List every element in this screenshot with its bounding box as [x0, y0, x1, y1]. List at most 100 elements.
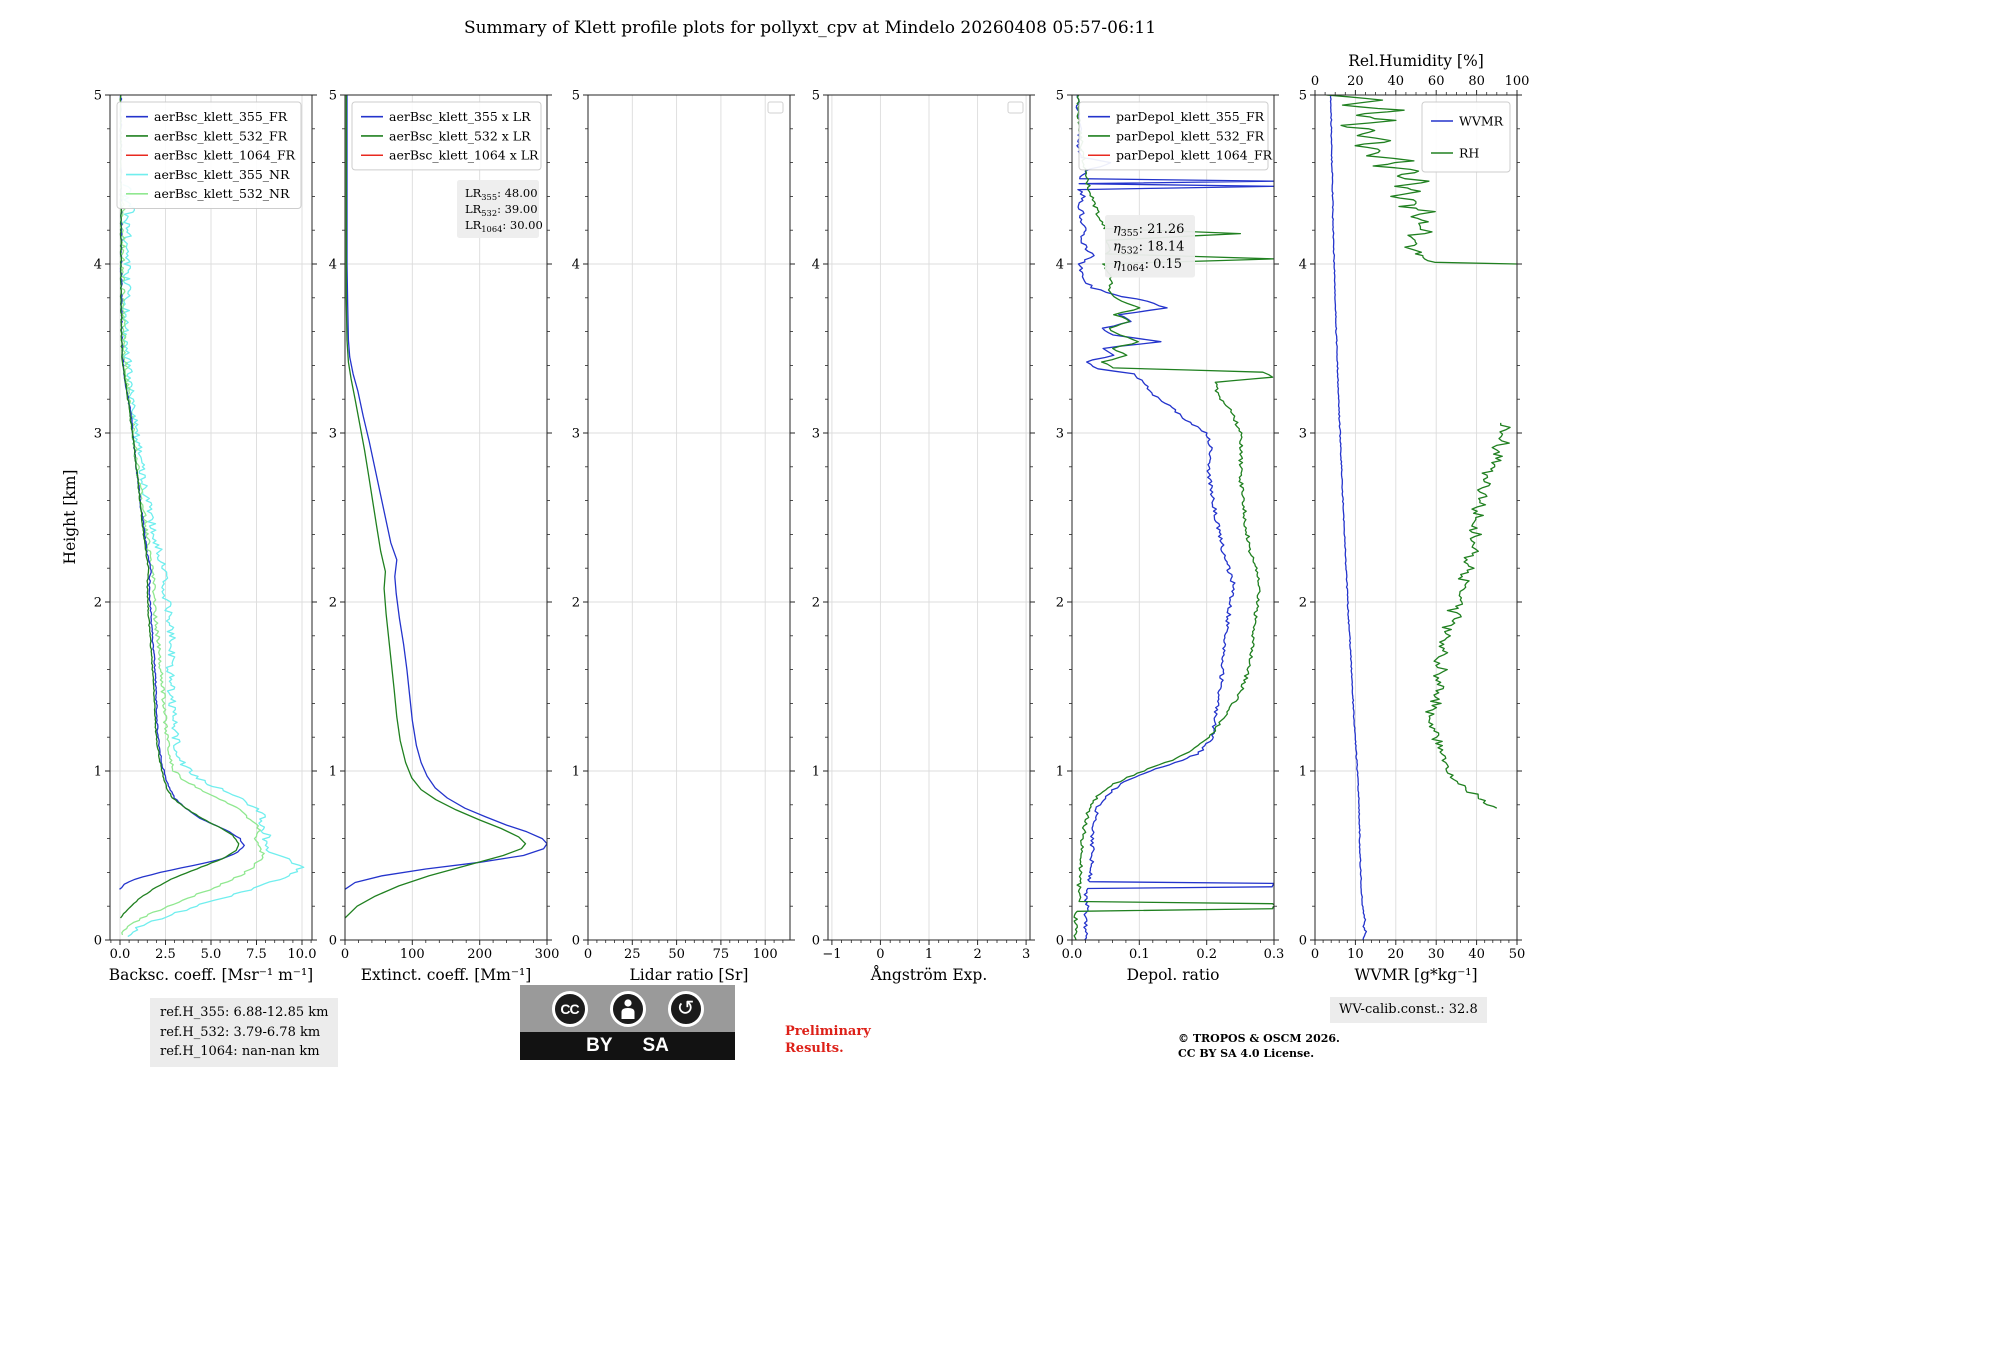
svg-text:2: 2: [572, 596, 580, 611]
svg-text:60: 60: [1428, 74, 1445, 89]
svg-text:4: 4: [1299, 258, 1307, 273]
ticks: 0 25 50 75 100 0 1 2 3 4 5: [572, 89, 795, 962]
svg-text:−1: −1: [822, 947, 841, 962]
svg-text:2: 2: [812, 596, 820, 611]
series-aerBsc_klett_355_FR: [119, 95, 245, 890]
svg-text:0.1: 0.1: [1129, 947, 1150, 962]
panel-lidar-ratio: 0 25 50 75 100 0 1 2 3 4 5 Lidar ratio [Sr]: [572, 89, 795, 984]
svg-text:75: 75: [713, 947, 730, 962]
series-group: [345, 95, 547, 919]
figure-title: Summary of Klett profile plots for polly…: [463, 18, 1157, 38]
legend-label-aerBsc_klett_1064 x LR: aerBsc_klett_1064 x LR: [389, 148, 539, 163]
preliminary-results-note: Preliminary Results.: [785, 1024, 871, 1056]
svg-text:5.0: 5.0: [201, 947, 222, 962]
panel-depol: 0.0 0.1 0.2 0.3 0 1 2 3 4 5 Depol. ratio parDepol_k…: [1056, 89, 1285, 985]
svg-text:1: 1: [1056, 765, 1064, 780]
legend: aerBsc_klett_355_FR aerBsc_klett_532_FRae…: [116, 101, 302, 209]
ticks: 0.0 2.5 5.0 7.5 10.0 0 1 2 3 4 5: [94, 89, 317, 962]
svg-text:20: 20: [1388, 947, 1405, 962]
svg-text:LR1064: 30.00: LR1064: 30.00: [465, 218, 543, 234]
legend-label-RH: RH: [1459, 145, 1479, 160]
gridlines: [1314, 94, 1518, 941]
svg-text:3: 3: [94, 427, 102, 442]
panel-extinction: 0 100 200 300 0 1 2 3 4 5 Extinct. coeff. [Mm⁻¹] ae…: [329, 89, 560, 985]
series-WVMR: [1329, 95, 1368, 940]
svg-text:3: 3: [1056, 427, 1064, 442]
series-aerBsc_klett_532_NR: [119, 192, 265, 936]
gridlines: [828, 94, 1030, 941]
svg-text:0: 0: [1311, 947, 1319, 962]
series-parDepol_klett_355_FR: [1075, 95, 1274, 940]
x-axis-label: WVMR [g*kg⁻¹]: [1354, 966, 1477, 984]
cc-by-label: BY: [586, 1035, 613, 1056]
svg-text:4: 4: [94, 258, 102, 273]
svg-text:40: 40: [1388, 74, 1405, 89]
legend-label-aerBsc_klett_355_NR: aerBsc_klett_355_NR: [154, 167, 290, 182]
svg-text:0: 0: [876, 947, 884, 962]
svg-text:4: 4: [572, 258, 580, 273]
svg-text:40: 40: [1468, 947, 1485, 962]
svg-text:4: 4: [1056, 258, 1064, 273]
svg-text:5: 5: [1056, 89, 1064, 104]
x-axis-label: Backsc. coeff. [Msr⁻¹ m⁻¹]: [109, 966, 313, 984]
svg-text:200: 200: [467, 947, 492, 962]
legend-label-WVMR: WVMR: [1459, 113, 1504, 128]
svg-text:0.2: 0.2: [1196, 947, 1217, 962]
svg-text:300: 300: [535, 947, 560, 962]
svg-text:0: 0: [572, 934, 580, 949]
svg-text:2: 2: [973, 947, 981, 962]
cc-sa-label: SA: [642, 1035, 669, 1056]
gridlines: [110, 94, 312, 941]
axes-frame: [1071, 94, 1275, 941]
top-axis-label: Rel.Humidity [%]: [1348, 52, 1484, 70]
series-aerBsc_klett_532_FR: [119, 95, 240, 919]
svg-text:10.0: 10.0: [288, 947, 317, 962]
svg-text:10: 10: [1347, 947, 1364, 962]
series-group: [1073, 95, 1274, 940]
svg-text:30: 30: [1428, 947, 1445, 962]
svg-text:3: 3: [1299, 427, 1307, 442]
cc-badge-icons: CC ↺: [520, 985, 735, 1032]
legend-label-parDepol_klett_355_FR: parDepol_klett_355_FR: [1116, 109, 1265, 124]
svg-text:0: 0: [1299, 934, 1307, 949]
svg-text:2: 2: [329, 596, 337, 611]
panel-backscatter: 0.0 2.5 5.0 7.5 10.0 0 1 2 3 4 5 Backsc. coeff. [Ms…: [94, 89, 317, 984]
svg-text:100: 100: [753, 947, 778, 962]
svg-text:3: 3: [812, 427, 820, 442]
svg-text:0.0: 0.0: [1062, 947, 1083, 962]
svg-text:4: 4: [812, 258, 820, 273]
svg-text:80: 80: [1468, 74, 1485, 89]
svg-text:0: 0: [94, 934, 102, 949]
axes-frame: [344, 94, 548, 941]
x-axis-label: Extinct. coeff. [Mm⁻¹]: [361, 966, 532, 984]
svg-text:0: 0: [1056, 934, 1064, 949]
svg-text:5: 5: [812, 89, 820, 104]
svg-text:7.5: 7.5: [246, 947, 267, 962]
svg-text:1: 1: [329, 765, 337, 780]
svg-text:0: 0: [341, 947, 349, 962]
series-aerBsc_klett_532_x_LR: [345, 95, 527, 919]
svg-text:5: 5: [1299, 89, 1307, 104]
legend-label-parDepol_klett_532_FR: parDepol_klett_532_FR: [1116, 128, 1265, 143]
ref-h-355: ref.H_355: 6.88-12.85 km: [160, 1005, 329, 1020]
legend-label-aerBsc_klett_355 x LR: aerBsc_klett_355 x LR: [389, 109, 531, 124]
attribution-person-icon: [609, 990, 646, 1027]
svg-text:2.5: 2.5: [155, 947, 176, 962]
share-alike-icon: ↺: [667, 990, 704, 1027]
series-aerBsc_klett_355_NR: [121, 183, 305, 938]
series-group: [1326, 95, 1517, 940]
legend-empty: [767, 101, 784, 114]
svg-text:LR355: 48.00: LR355: 48.00: [465, 186, 538, 202]
wv-calibration-box: WV-calib.const.: 32.8: [1330, 997, 1487, 1023]
legend: parDepol_klett_355_FR parDepol_klett_532_…: [1078, 101, 1273, 171]
svg-text:2: 2: [1056, 596, 1064, 611]
svg-text:25: 25: [624, 947, 641, 962]
legend-label-aerBsc_klett_532 x LR: aerBsc_klett_532 x LR: [389, 128, 531, 143]
legend-empty: [1007, 101, 1024, 114]
ticks: 0 100 200 300 0 1 2 3 4 5: [329, 89, 560, 963]
